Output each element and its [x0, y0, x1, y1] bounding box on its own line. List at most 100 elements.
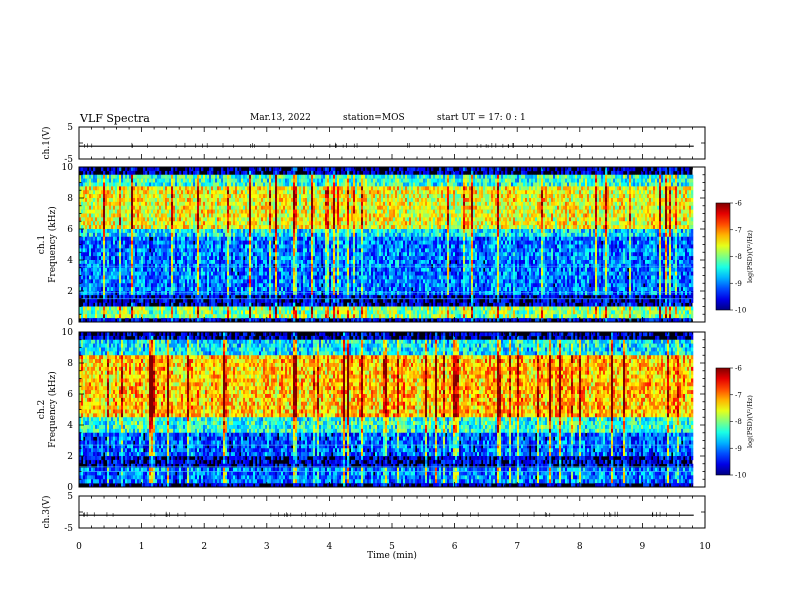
- ch1-spectrogram-cell: [601, 194, 603, 198]
- ch1-spectrogram-cell: [233, 229, 235, 233]
- ch1-spectrogram-cell: [207, 194, 209, 198]
- ch1-spectrogram-cell: [97, 210, 99, 214]
- ch1-spectrogram-cell: [641, 229, 643, 233]
- ch1-spectrogram-cell: [627, 210, 629, 214]
- ch1-spectrogram-cell: [281, 229, 283, 233]
- ch1-spectrogram-cell: [441, 183, 443, 187]
- ch1-spectrogram-cell: [173, 229, 175, 233]
- ch1-spectrogram-cell: [597, 175, 599, 179]
- ch1-spectrogram-cell: [397, 186, 399, 190]
- ch1-spectrogram-cell: [509, 186, 511, 190]
- ch1-spectrogram-cell: [435, 186, 437, 190]
- ch1-spectrogram-cell: [409, 171, 411, 175]
- ch1-spectrogram-cell: [571, 202, 573, 206]
- ch1-spectrogram-cell: [525, 190, 527, 194]
- ch1-spectrogram-cell: [483, 171, 485, 175]
- ch1-spectrogram-cell: [545, 186, 547, 190]
- ch1-spectrogram-cell: [673, 225, 675, 229]
- ch1-spectrogram-cell: [241, 202, 243, 206]
- ch1-spectrogram-cell: [433, 186, 435, 190]
- ch1-spectrogram-cell: [469, 183, 471, 187]
- ch1-spectrogram-cell: [373, 190, 375, 194]
- ch1-spectrogram-cell: [539, 198, 541, 202]
- ch1-spectrogram-cell: [249, 194, 251, 198]
- ch1-spectrogram-cell: [639, 183, 641, 187]
- ch1-spectrogram-cell: [313, 198, 315, 202]
- ch1-spectrogram-cell: [451, 221, 453, 225]
- ch1-spectrogram-cell: [509, 229, 511, 233]
- ch1-spectrogram-cell: [497, 229, 499, 233]
- ch1-spectrogram-cell: [477, 190, 479, 194]
- ch1-spectrogram-cell: [427, 217, 429, 221]
- ch1-spectrogram-cell: [689, 175, 691, 179]
- ch1-spectrogram-cell: [515, 214, 517, 218]
- ch1-spectrogram-cell: [301, 183, 303, 187]
- ch1-spectrogram-cell: [509, 210, 511, 214]
- ch1-spectrogram-cell: [235, 171, 237, 175]
- ch1-spectrogram-cell: [497, 221, 499, 225]
- ch1-spectrogram-cell: [445, 225, 447, 229]
- ch1-spectrogram-cell: [407, 214, 409, 218]
- ch1-spectrogram-cell: [347, 175, 349, 179]
- ch1-spectrogram-cell: [373, 217, 375, 221]
- ch1-spectrogram-cell: [533, 217, 535, 221]
- ch1-spectrogram-cell: [139, 225, 141, 229]
- ch1-spectrogram-cell: [471, 206, 473, 210]
- ch1-spectrogram-cell: [565, 190, 567, 194]
- ch1-spectrogram-cell: [191, 225, 193, 229]
- ch1-spectrogram-cell: [269, 210, 271, 214]
- ch1-spectrogram-cell: [351, 217, 353, 221]
- ch1-spectrogram-cell: [301, 225, 303, 229]
- ch1-spectrogram-cell: [283, 183, 285, 187]
- ch1-spectrogram-cell: [257, 202, 259, 206]
- ch1-spectrogram-cell: [263, 198, 265, 202]
- ch1-spectrogram-cell: [445, 183, 447, 187]
- ch1-spectrogram-cell: [175, 186, 177, 190]
- ch1-spectrogram-cell: [687, 221, 689, 225]
- ch1-spectrogram-cell: [355, 221, 357, 225]
- ch1-spectrogram-cell: [455, 214, 457, 218]
- ch1-spectrogram-cell: [687, 206, 689, 210]
- ch1-spectrogram-cell: [255, 198, 257, 202]
- ch1-spectrogram-cell: [601, 171, 603, 175]
- ch1-spectrogram-cell: [617, 190, 619, 194]
- ch1-spectrogram-cell: [585, 221, 587, 225]
- ch1-spectrogram-cell: [687, 183, 689, 187]
- ch1-spectrogram-cell: [205, 186, 207, 190]
- ch1-spectrogram-cell: [411, 225, 413, 229]
- ch1-spectrogram-cell: [579, 210, 581, 214]
- ch1-spectrogram-cell: [131, 171, 133, 175]
- ch1-spectrogram-cell: [607, 183, 609, 187]
- ch1-spectrogram-cell: [563, 214, 565, 218]
- ch1-spectrogram-cell: [659, 225, 661, 229]
- ch1-spectrogram-cell: [677, 183, 679, 187]
- ch1-spectrogram-cell: [525, 225, 527, 229]
- ch1-spectrogram-cell: [691, 217, 693, 221]
- ch1-spectrogram-cell: [259, 167, 261, 171]
- ch1-spectrogram-cell: [539, 183, 541, 187]
- ch1-spectrogram-cell: [185, 183, 187, 187]
- ch1-spectrogram-cell: [203, 198, 205, 202]
- ch1-spectrogram-cell: [153, 183, 155, 187]
- ch1-spectrogram-cell: [131, 175, 133, 179]
- ch1-spectrogram-cell: [83, 175, 85, 179]
- ch1-spectrogram-cell: [137, 217, 139, 221]
- ch1-spectrogram-cell: [595, 190, 597, 194]
- ch1-spectrogram-cell: [367, 179, 369, 183]
- ch1-spectrogram-cell: [423, 206, 425, 210]
- ch1-spectrogram-cell: [241, 217, 243, 221]
- ch1-spectrogram-cell: [133, 183, 135, 187]
- ch1-spectrogram-cell: [461, 179, 463, 183]
- ch1-spectrogram-cell: [405, 210, 407, 214]
- ch1-spectrogram-cell: [267, 206, 269, 210]
- ch1-spectrogram-cell: [401, 225, 403, 229]
- ch1-spectrogram-cell: [595, 198, 597, 202]
- ch1-spectrogram-cell: [559, 202, 561, 206]
- ch1-spectrogram-cell: [253, 175, 255, 179]
- ch1-spectrogram-cell: [553, 206, 555, 210]
- ch1-spectrogram-cell: [115, 229, 117, 233]
- ch1-spectrogram-cell: [353, 225, 355, 229]
- ch1-spectrogram-cell: [623, 198, 625, 202]
- ch1-spectrogram-cell: [237, 214, 239, 218]
- ch1-spectrogram-cell: [371, 217, 373, 221]
